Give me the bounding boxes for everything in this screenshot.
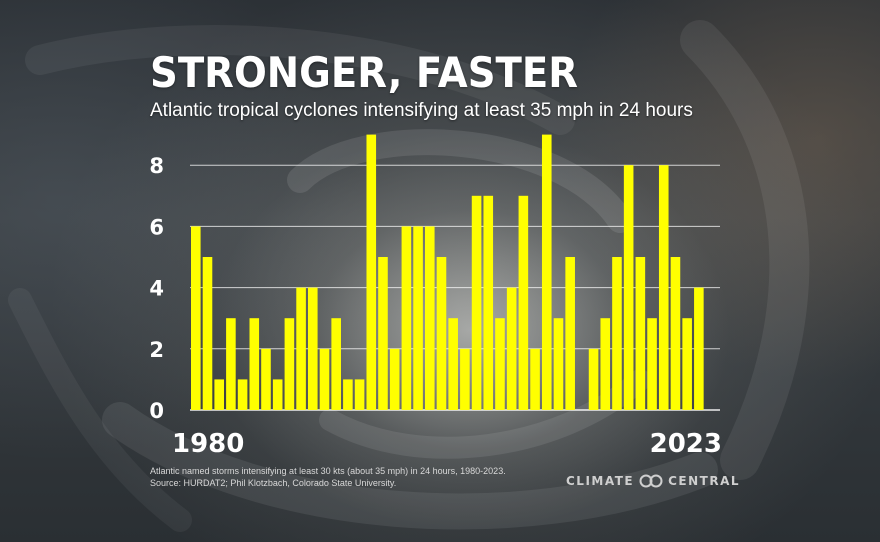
bar-2001 [436, 257, 447, 410]
chart-subtitle: Atlantic tropical cyclones intensifying … [150, 100, 693, 121]
bar-2020 [658, 165, 669, 410]
bar-2009 [530, 348, 540, 410]
bar-2006 [495, 318, 505, 410]
bar-series [191, 134, 704, 410]
bar-2016 [612, 257, 622, 410]
bar-2021 [670, 257, 681, 410]
bar-2012 [565, 257, 575, 410]
linked-circles-icon [639, 474, 663, 488]
bar-1995 [366, 134, 377, 410]
bar-1982 [214, 379, 224, 410]
bar-1981 [202, 257, 213, 410]
bar-1986 [261, 348, 271, 410]
bar-1999 [413, 226, 423, 410]
bar-1987 [272, 379, 283, 410]
bar-1998 [401, 226, 412, 410]
bar-2019 [647, 318, 657, 410]
bar-1991 [319, 348, 330, 410]
bar-2015 [600, 318, 611, 410]
bar-2003 [460, 348, 470, 410]
bar-2022 [682, 318, 692, 410]
source-footnote: Atlantic named storms intensifying at le… [150, 465, 506, 489]
brand-word-right: CENTRAL [668, 474, 741, 488]
page-title: STRONGER, FASTER [150, 48, 579, 97]
y-tick-label-4: 4 [149, 277, 164, 301]
bar-1990 [307, 287, 318, 410]
y-tick-label-6: 6 [149, 215, 164, 239]
bar-1993 [343, 379, 353, 410]
bar-1985 [249, 318, 260, 410]
footnote-definition: Atlantic named storms intensifying at le… [150, 466, 506, 476]
bar-2008 [518, 195, 529, 410]
y-axis-tick-labels: 0 2 4 6 8 [149, 154, 164, 423]
y-tick-label-8: 8 [149, 154, 164, 178]
bar-2007 [506, 287, 517, 410]
bar-1983 [226, 318, 236, 410]
brand-logo: CLIMATE CENTRAL [566, 474, 740, 488]
bar-1984 [237, 379, 248, 410]
bar-1996 [378, 257, 388, 410]
x-axis-start-label: 1980 [172, 429, 244, 459]
bar-1988 [284, 318, 295, 410]
bar-2018 [635, 257, 646, 410]
bar-2014 [588, 348, 599, 410]
bar-2017 [623, 165, 634, 410]
bar-2023 [694, 287, 704, 410]
y-tick-label-0: 0 [149, 399, 164, 423]
brand-word-left: CLIMATE [566, 474, 635, 488]
bar-1994 [354, 379, 365, 410]
y-tick-label-2: 2 [149, 338, 164, 362]
bar-1992 [331, 318, 341, 410]
bar-1980 [191, 226, 201, 410]
bar-2011 [553, 318, 564, 410]
bar-1997 [389, 348, 400, 410]
bar-1989 [296, 287, 306, 410]
bar-2004 [471, 195, 482, 410]
bar-2010 [541, 134, 552, 410]
bar-2000 [424, 226, 435, 410]
x-axis-end-label: 2023 [650, 429, 722, 459]
footnote-source: Source: HURDAT2; Phil Klotzbach, Colorad… [150, 478, 397, 488]
bar-2005 [483, 195, 494, 410]
bar-2002 [448, 318, 458, 410]
